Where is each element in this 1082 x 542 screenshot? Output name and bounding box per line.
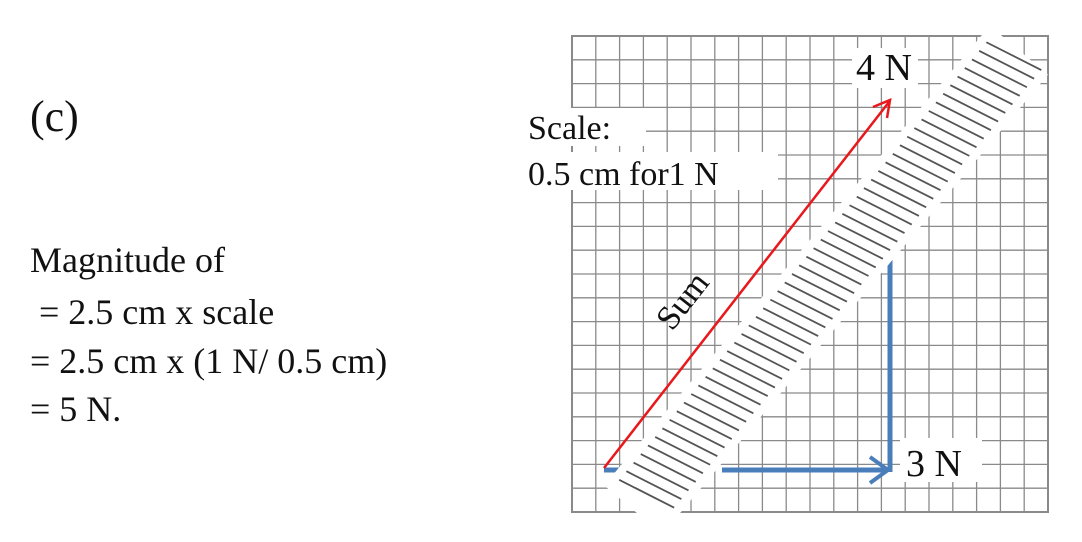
ruler-tick xyxy=(841,213,898,243)
ruler-tick xyxy=(697,384,754,415)
ruler-tick xyxy=(870,178,927,209)
ruler-tick xyxy=(777,290,833,320)
calculation-line: = 2.5 cm x (1 N/ 0.5 cm) xyxy=(30,341,388,381)
ruler-tick xyxy=(755,315,812,346)
ruler-tick xyxy=(899,144,956,174)
calculation-line: = 5 N. xyxy=(30,389,122,429)
ruler-tick xyxy=(683,401,740,432)
ruler-tick xyxy=(985,41,1042,71)
ruler-tick xyxy=(928,110,985,140)
ruler-tick xyxy=(849,204,905,234)
ruler-tick xyxy=(669,418,725,449)
ruler xyxy=(604,25,1048,535)
ruler-tick xyxy=(892,152,949,183)
ruler-tick xyxy=(856,195,913,226)
ruler-tick xyxy=(741,333,797,363)
ruler-tick xyxy=(625,470,682,500)
sum-label: Sum xyxy=(649,265,717,337)
ruler-tick xyxy=(942,92,999,123)
ruler-tick xyxy=(805,255,862,286)
ruler-tick xyxy=(748,324,805,355)
ruler-tick xyxy=(885,161,941,192)
ruler-tick xyxy=(949,84,1006,114)
ruler-tick xyxy=(813,247,869,277)
ruler-tick xyxy=(712,367,769,397)
ruler-tick xyxy=(820,238,877,269)
horizontal-vector-label: 3 N xyxy=(906,443,962,485)
ruler-tick xyxy=(726,350,783,380)
ruler-ticks xyxy=(618,41,1042,509)
ruler-tick xyxy=(791,273,848,303)
ruler-tick xyxy=(957,75,1013,106)
resultant-vector-arrow xyxy=(603,101,890,469)
ruler-tick xyxy=(762,307,819,337)
ruler-tick xyxy=(618,479,675,509)
ruler-tick xyxy=(798,264,855,294)
calculation-line: = 2.5 cm x scale xyxy=(30,292,275,332)
ruler-tick xyxy=(863,187,920,217)
vertical-vector-label: 4 N xyxy=(856,47,912,89)
ruler-tick xyxy=(913,127,970,157)
ruler-tick xyxy=(640,453,697,483)
ruler-tick xyxy=(676,410,733,440)
scale-title: Scale: xyxy=(528,110,611,147)
ruler-tick xyxy=(906,135,963,166)
ruler-tick xyxy=(719,358,776,389)
ruler-tick xyxy=(705,376,761,406)
ruler-tick xyxy=(877,170,934,200)
ruler-tick xyxy=(921,118,977,149)
ruler-tick xyxy=(647,444,704,475)
ruler-tick xyxy=(964,67,1021,97)
ruler-tick xyxy=(827,230,884,260)
calculation-line: Magnitude of xyxy=(30,240,225,280)
ruler-tick xyxy=(661,427,718,457)
ruler-tick xyxy=(654,436,711,466)
ruler-tick xyxy=(633,461,689,492)
ruler-tick xyxy=(733,341,790,372)
ruler-tick xyxy=(784,281,841,312)
ruler-tick xyxy=(769,298,826,329)
part-label: (c) xyxy=(30,92,79,141)
ruler-tick xyxy=(935,101,992,131)
scale-value: 0.5 cm for1 N xyxy=(528,156,719,193)
resultant-arrowhead xyxy=(872,97,892,119)
ruler-tick xyxy=(978,50,1035,80)
ruler-tick xyxy=(971,58,1028,89)
ruler-tick xyxy=(690,393,747,423)
ruler-tick xyxy=(834,221,891,252)
